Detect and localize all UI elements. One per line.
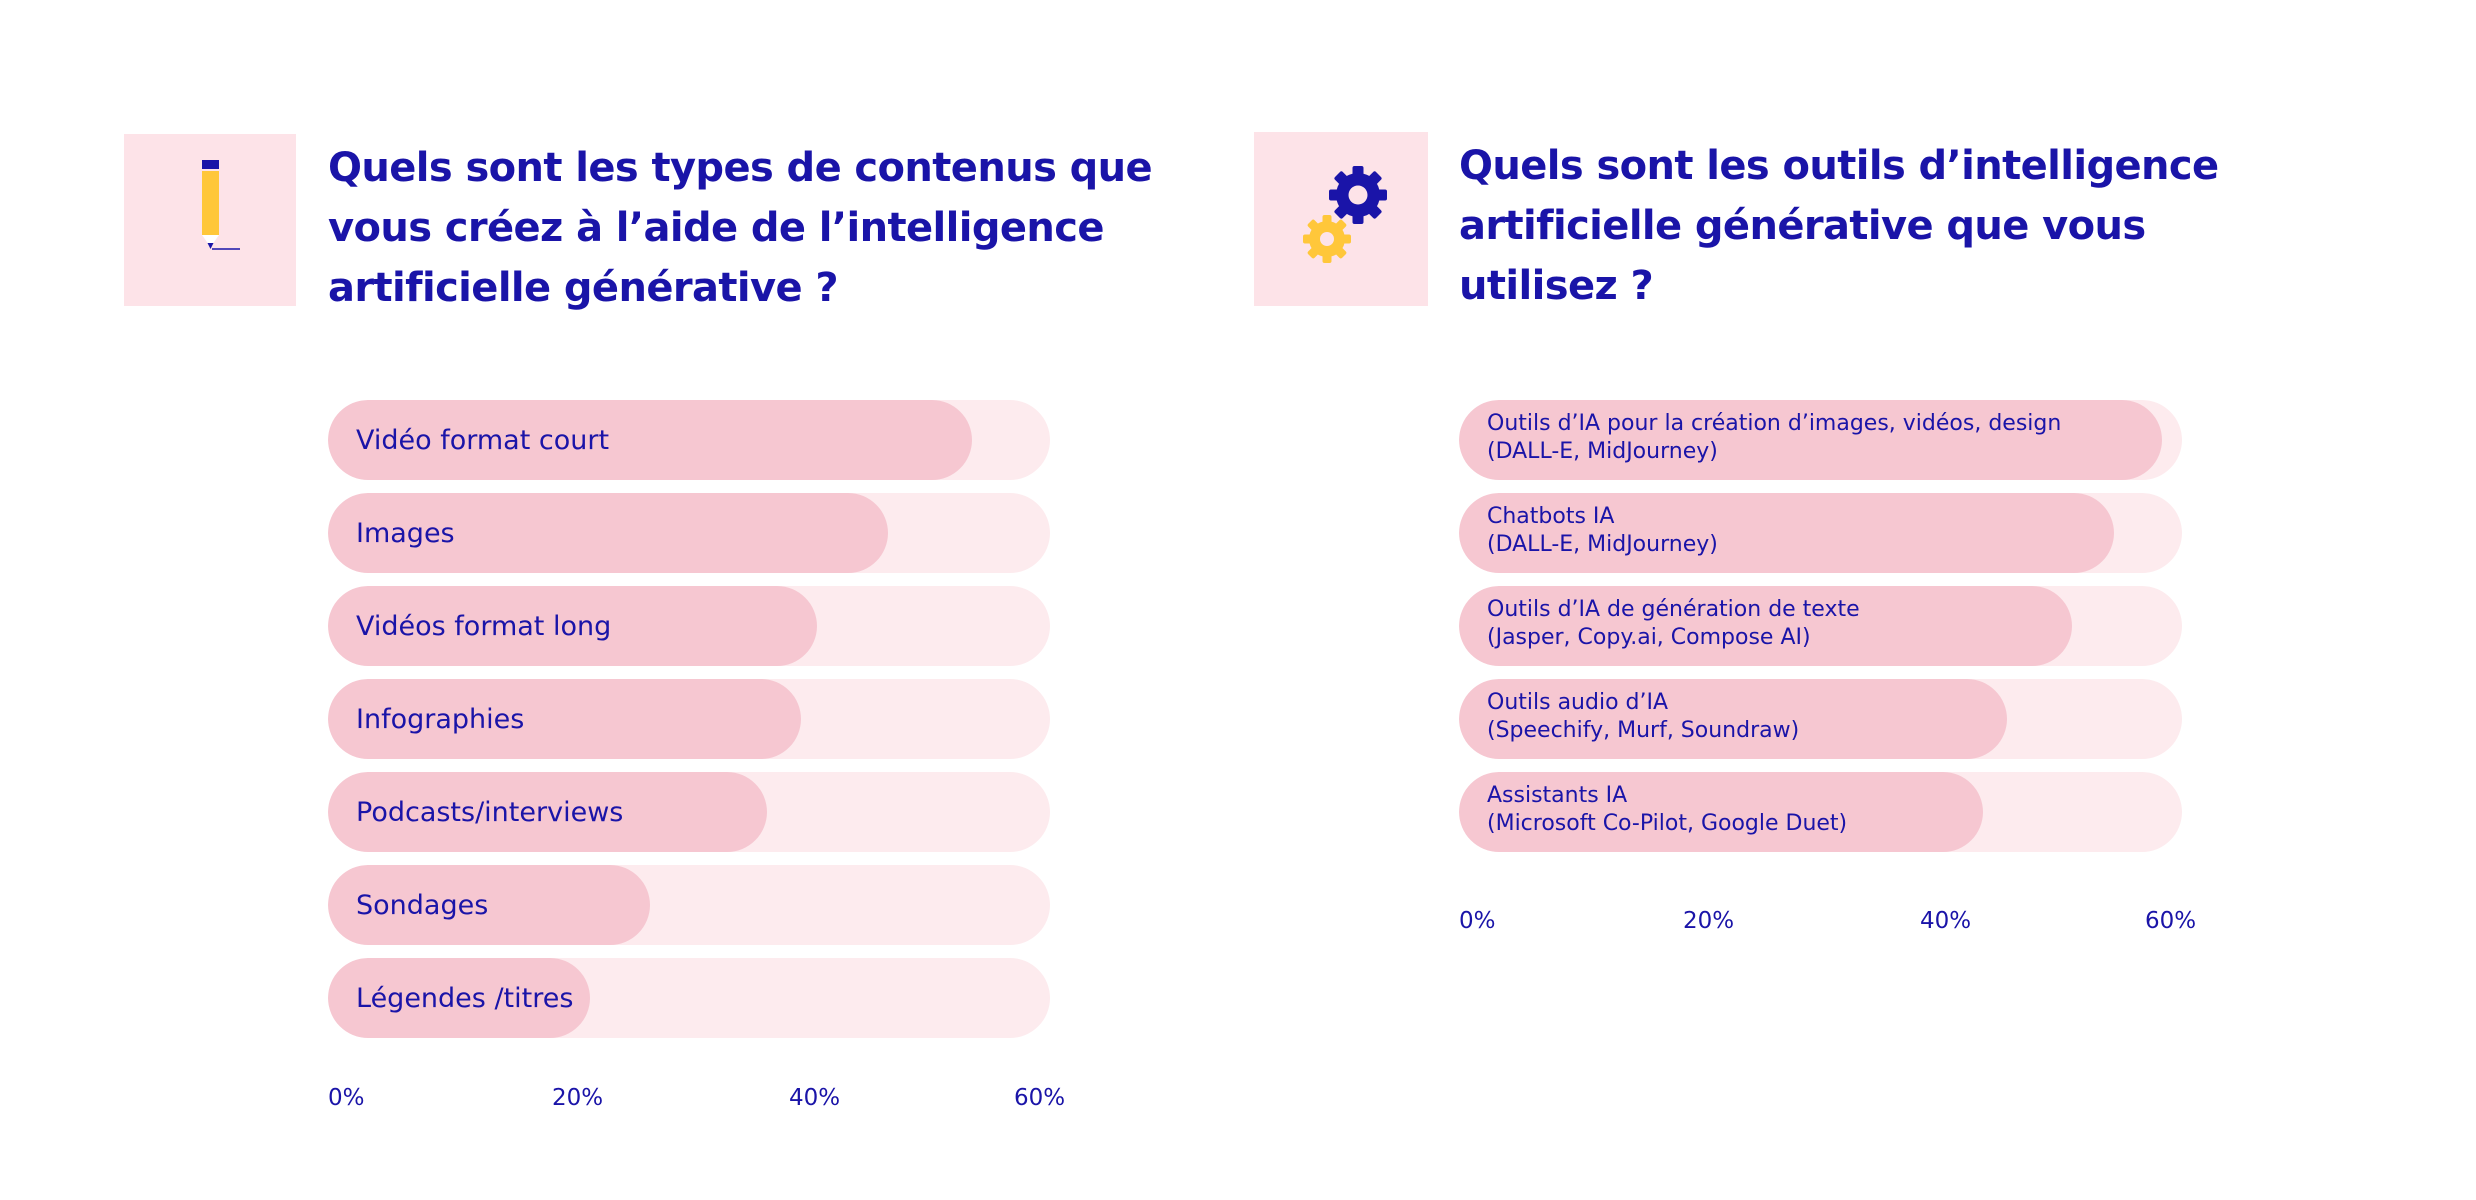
bar [328,493,888,573]
x-tick-label: 60% [1014,1085,1066,1111]
bar-label-detail: (DALL-E, MidJourney) [1487,439,1718,464]
bar-track: Sondages [328,865,1050,945]
bar [1459,772,1983,852]
bar-label-detail: (DALL-E, MidJourney) [1487,532,1718,557]
bar [1459,679,2007,759]
bar-label: Outils audio d’IA (Speechify, Murf, Sound… [1487,689,1799,745]
bar [1459,493,2114,573]
bar [328,772,767,852]
x-tick-label: 40% [789,1085,841,1111]
bar-track: Outils audio d’IA (Speechify, Murf, Sound… [1459,679,2182,759]
bar-label: Chatbots IA (DALL-E, MidJourney) [1487,503,1718,559]
pencil-icon-box [124,134,296,306]
bar-label: Sondages [356,889,489,921]
bar-track: Vidéos format long [328,586,1050,666]
bar-label: Outils d’IA de génération de texte (Jaspe… [1487,596,1860,652]
x-tick-label: 60% [2145,908,2197,934]
bar-label: Vidéo format court [356,424,610,456]
right-question-title: Quels sont les outils d’intelligence art… [1459,143,2219,309]
bar [328,586,817,666]
bar-label-detail: (Jasper, Copy.ai, Compose AI) [1487,625,1811,650]
x-tick-label: 20% [552,1085,604,1111]
bar-track: Outils d’IA de génération de texte (Jaspe… [1459,586,2182,666]
x-tick-label: 40% [1920,908,1972,934]
gears-icon-box [1254,132,1428,306]
bar-label: Légendes /titres [356,982,574,1014]
bar-label-detail: (Microsoft Co-Pilot, Google Duet) [1487,811,1848,836]
gear-yellow-icon [1303,215,1351,263]
bar-label: Vidéos format long [356,610,612,642]
left-question-title: Quels sont les types de contenus que vou… [328,145,1153,311]
bar-label: Assistants IA (Microsoft Co-Pilot, Google… [1487,782,1847,838]
bar-label-name: Outils d’IA de génération de texte [1487,597,1860,622]
bar-label: Infographies [356,703,525,735]
bar-label: Outils d’IA pour la création d’images, v… [1487,410,2061,466]
bar-track: Légendes /titres [328,958,1050,1038]
bar-track: Images [328,493,1050,573]
bar [328,958,590,1038]
bar [1459,586,2072,666]
pencil-icon [202,160,240,250]
bar [328,400,972,480]
bar-track: Chatbots IA (DALL-E, MidJourney) [1459,493,2182,573]
x-tick-label: 0% [1459,908,1496,934]
gears-icon [1303,166,1387,263]
x-tick-label: 20% [1683,908,1735,934]
bar-label-name: Assistants IA [1487,783,1628,808]
x-tick-label: 0% [328,1085,365,1111]
bar-label-name: Outils audio d’IA [1487,690,1669,715]
bar-label: Podcasts/interviews [356,796,624,828]
bar-track: Infographies [328,679,1050,759]
bar [328,865,650,945]
bar-track: Outils d’IA pour la création d’images, v… [1459,400,2182,480]
bar-track: Assistants IA (Microsoft Co-Pilot, Google… [1459,772,2182,852]
gear-blue-icon [1329,166,1387,224]
bar-label-detail: (Speechify, Murf, Soundraw) [1487,718,1800,743]
bar-track: Podcasts/interviews [328,772,1050,852]
bar [328,679,801,759]
bar-label: Images [356,517,455,549]
bar-label-name: Outils d’IA pour la création d’images, v… [1487,411,2062,436]
bar-track: Vidéo format court [328,400,1050,480]
bar [1459,400,2162,480]
bar-label-name: Chatbots IA [1487,504,1615,529]
